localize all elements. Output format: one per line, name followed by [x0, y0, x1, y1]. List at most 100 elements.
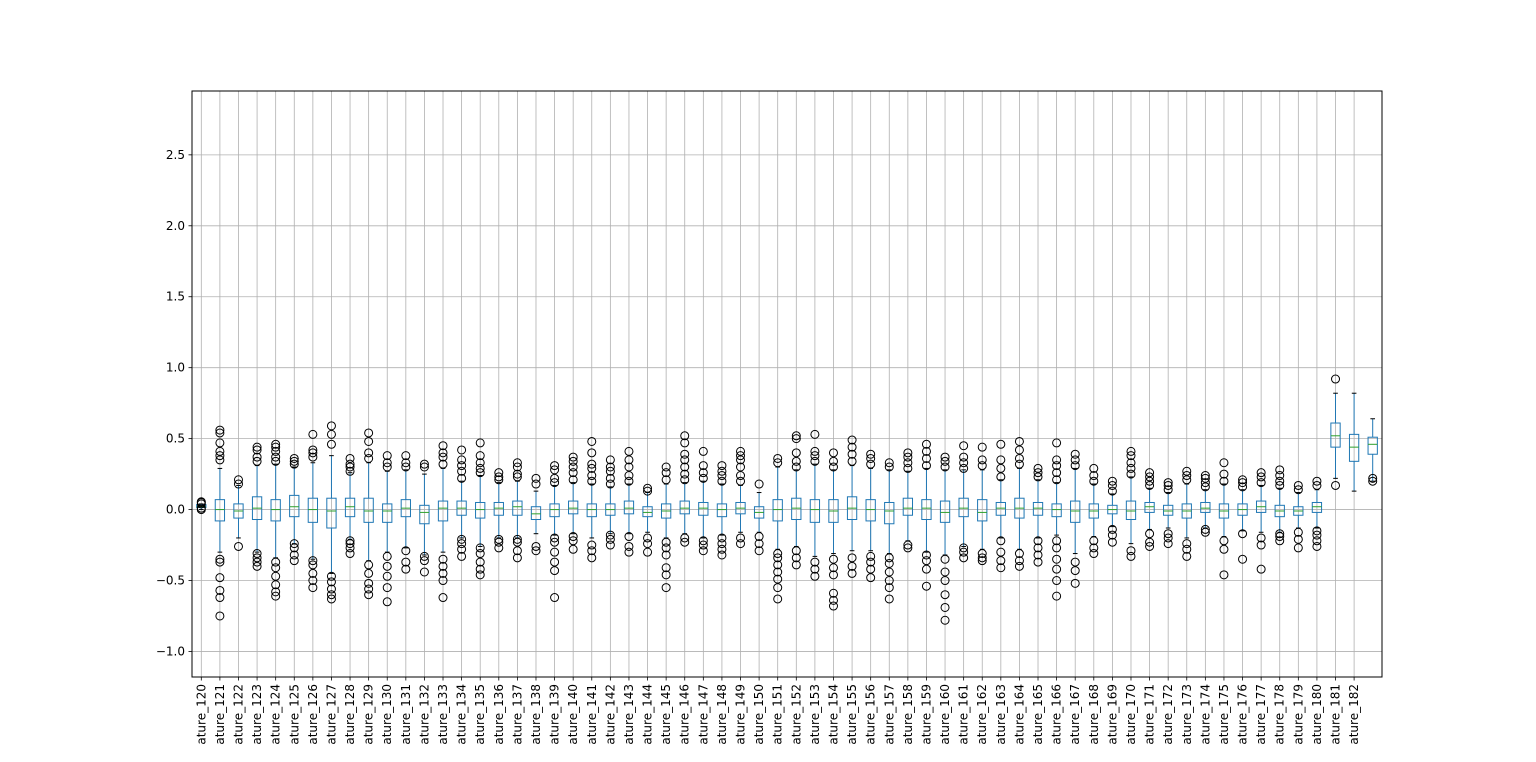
outlier-point	[382, 451, 392, 461]
outlier-point	[1163, 480, 1173, 490]
outlier-point	[661, 468, 671, 478]
x-tick-label: ature_182	[1347, 684, 1361, 745]
box-body	[772, 499, 783, 522]
outlier-point	[717, 533, 727, 543]
outlier-point	[847, 456, 857, 466]
outlier-point	[326, 594, 336, 604]
outlier-point	[1052, 438, 1062, 448]
outlier-point	[382, 551, 392, 561]
box-53	[1163, 478, 1174, 549]
outlier-point	[550, 461, 560, 471]
outlier-point	[1145, 480, 1155, 490]
outlier-point	[345, 543, 355, 553]
x-tick-label: ature_134	[455, 684, 469, 745]
outlier-point	[661, 543, 671, 553]
box-44	[995, 439, 1006, 573]
y-tick-label: 0.5	[166, 432, 185, 446]
outlier-point	[1145, 472, 1155, 482]
box-12	[400, 451, 411, 574]
box-20	[549, 461, 560, 603]
outlier-point	[252, 445, 262, 455]
x-tick-label: ature_131	[399, 684, 413, 745]
outlier-point	[587, 448, 597, 458]
outlier-point	[382, 561, 392, 571]
outlier-point	[475, 463, 485, 473]
outlier-point	[996, 563, 1006, 573]
outlier-point	[1089, 463, 1099, 473]
outlier-point	[661, 570, 671, 580]
outlier-point	[698, 446, 708, 456]
outlier-point	[1200, 471, 1210, 481]
outlier-point	[308, 429, 318, 439]
x-tick-label: ature_163	[994, 684, 1008, 745]
x-tick-label: ature_179	[1291, 684, 1305, 745]
outlier-point	[308, 452, 318, 462]
box-body	[270, 499, 281, 522]
box-55	[1200, 471, 1211, 537]
x-tick-label: ature_167	[1068, 684, 1082, 745]
outlier-point	[773, 583, 783, 593]
x-tick-label: ature_129	[362, 684, 376, 745]
outlier-point	[940, 590, 950, 600]
outlier-point	[568, 462, 578, 472]
outlier-point	[1052, 591, 1062, 601]
outlier-point	[1331, 374, 1341, 384]
box-17	[493, 468, 504, 553]
box-60	[1293, 480, 1304, 553]
outlier-point	[475, 557, 485, 567]
box-body	[475, 501, 486, 519]
outlier-point	[550, 593, 560, 603]
box-22	[586, 436, 597, 563]
outlier-point	[1089, 549, 1099, 559]
outlier-point	[587, 540, 597, 550]
outlier-point	[196, 503, 206, 513]
outlier-point	[773, 553, 783, 563]
outlier-point	[475, 549, 485, 559]
outlier-point	[345, 462, 355, 472]
x-tick-label: ature_164	[1012, 684, 1026, 745]
outlier-point	[717, 539, 727, 549]
outlier-point	[866, 564, 876, 574]
outlier-point	[810, 446, 820, 456]
outlier-point	[1033, 463, 1043, 473]
outlier-point	[215, 451, 225, 461]
outlier-point	[903, 540, 913, 550]
outlier-point	[1219, 476, 1229, 486]
outlier-point	[828, 570, 838, 580]
outlier-point	[382, 458, 392, 468]
x-tick-label: ature_138	[529, 684, 543, 745]
outlier-point	[773, 458, 783, 468]
outlier-point	[1256, 564, 1266, 574]
outlier-point	[661, 550, 671, 560]
outlier-point	[475, 458, 485, 468]
outlier-point	[289, 456, 299, 466]
outlier-point	[903, 543, 913, 553]
box-9	[344, 453, 356, 559]
outlier-point	[1126, 551, 1136, 561]
outlier-point	[736, 539, 746, 549]
outlier-point	[401, 546, 411, 556]
outlier-point	[457, 551, 467, 561]
box-63	[1348, 392, 1360, 492]
outlier-point	[940, 456, 950, 466]
outlier-point	[791, 456, 801, 466]
y-tick-label: 0.0	[166, 503, 185, 517]
outlier-point	[624, 471, 634, 481]
outlier-point	[680, 462, 690, 472]
outlier-point	[791, 560, 801, 570]
box-52	[1144, 468, 1155, 551]
x-tick-label: ature_162	[975, 684, 989, 745]
box-58	[1255, 468, 1267, 574]
outlier-point	[680, 431, 690, 441]
outlier-point	[847, 442, 857, 452]
outlier-point	[438, 441, 448, 451]
outlier-point	[921, 461, 931, 471]
outlier-point	[1033, 543, 1043, 553]
outlier-point	[1219, 544, 1229, 554]
outlier-point	[1200, 478, 1210, 488]
outlier-point	[364, 428, 374, 438]
outlier-point	[940, 452, 950, 462]
outlier-point	[940, 554, 950, 564]
box-40	[921, 439, 932, 591]
